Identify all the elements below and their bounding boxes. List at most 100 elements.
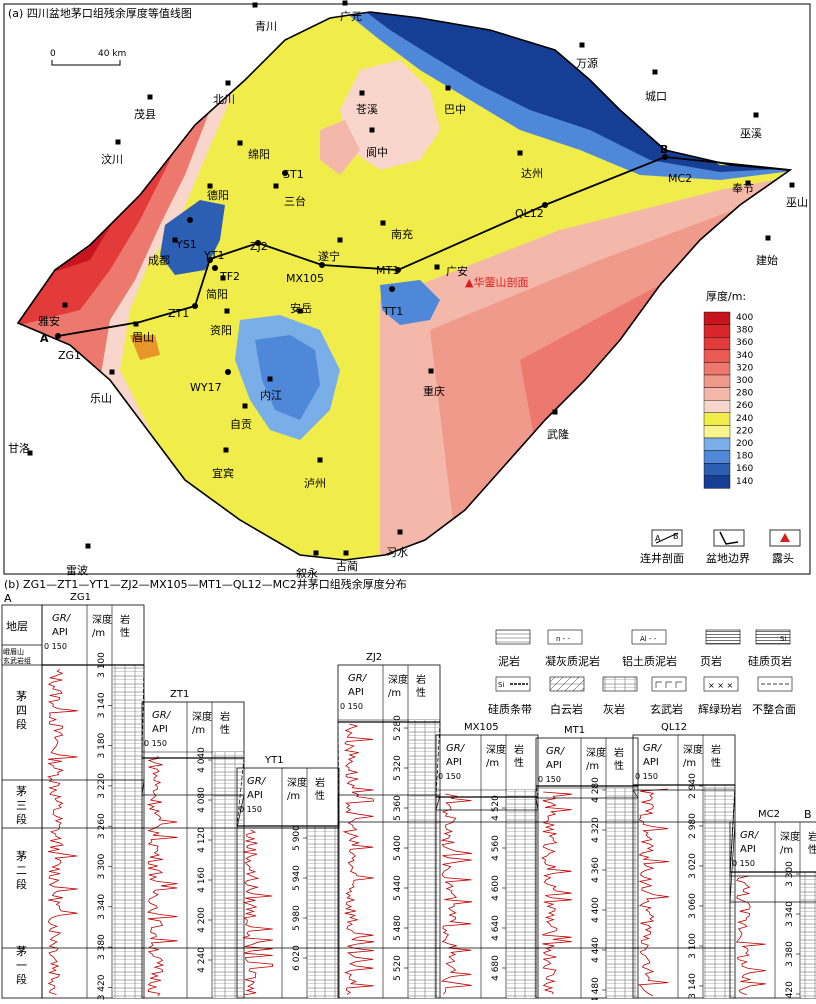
lithology-fill [704, 785, 734, 998]
correlation-line [236, 757, 245, 827]
col-api-header: API [446, 757, 462, 768]
col-lith-header: 岩性 [120, 613, 130, 639]
city-marker [369, 127, 375, 133]
formation-mao2: 茅二段 [16, 850, 27, 891]
well-label: ST1 [283, 168, 304, 181]
city-label: 成都 [148, 254, 170, 267]
well-column: QL12 GR/API 0 150 深度/m 岩性 2 940 2 980 3 020 3 06… [632, 722, 736, 999]
svg-text:B: B [673, 532, 679, 541]
col-gr-header: GR/ [152, 710, 172, 721]
col-lith-header: 岩性 [808, 830, 816, 856]
well-label: MX105 [286, 272, 324, 285]
lith-label: 玄武岩 [650, 702, 683, 716]
section-title: (b) ZG1—ZT1—YT1—ZJ2—MX105—MT1—QL12—MC2井茅… [4, 577, 407, 591]
depth-tick: 4 080 [197, 787, 207, 813]
correlation-line [435, 721, 441, 798]
depth-tick: 4 120 [197, 827, 207, 853]
correlation-line [435, 794, 441, 811]
lith-swatch-symbol: Si [498, 681, 504, 689]
section-line [57, 156, 791, 337]
city-marker [445, 85, 451, 91]
lith-label: 灰岩 [603, 702, 625, 716]
lithology-fill [409, 720, 439, 998]
strat-column: 地层 峨眉山 玄武岩组 茅四段 茅三段 茅二段 茅一段 [1, 604, 43, 999]
well-label: MT1 [376, 264, 399, 277]
scale-bar: 0 40 km [50, 49, 126, 66]
well-label: TT1 [382, 305, 403, 318]
correlation-line [535, 785, 539, 798]
well-label: MC2 [668, 172, 692, 185]
legend-swatch [703, 374, 731, 388]
well-label: ZT1 [168, 307, 189, 320]
correlation-line [337, 821, 340, 829]
gr-curve [440, 793, 473, 995]
correlation-line [535, 797, 539, 811]
city-label: 乐山 [90, 392, 112, 405]
city-label: 苍溪 [356, 103, 378, 116]
depth-tick: 3 140 [688, 973, 698, 999]
well-marker [389, 286, 395, 292]
city-label: 达州 [521, 167, 543, 180]
lith-swatch-symbol: × × × [708, 681, 733, 690]
correlation-line [632, 789, 639, 799]
legend-level: 140 [736, 477, 753, 487]
well-marker [187, 217, 193, 223]
lith-swatch [547, 629, 583, 645]
svg-text:A: A [655, 534, 661, 543]
depth-tick: 3 300 [97, 853, 107, 879]
depth-tick: 5 520 [393, 955, 403, 981]
correlation-line [729, 821, 736, 903]
city-marker [115, 139, 121, 145]
formation-emeishan: 峨眉山 玄武岩组 [3, 647, 31, 665]
city-label: 古蔺 [336, 560, 358, 573]
city-label: 德阳 [207, 188, 229, 202]
lith-label: 凝灰质泥岩 [545, 654, 600, 668]
map-title: (a) 四川盆地茅口组残余厚度等值线图 [8, 6, 192, 20]
lith-swatch [495, 629, 531, 645]
well-layer: ST1 YS1 YT1 ZJ2 TF2 MX105 MT1 ZT1 TT1 WY17 QL12 MC2… [55, 154, 692, 394]
city-marker [223, 447, 229, 453]
city-marker [343, 550, 349, 556]
depth-tick: 4 640 [491, 915, 501, 941]
city-label: 南充 [391, 227, 413, 241]
city-label: 简阳 [206, 287, 228, 301]
depth-tick: 4 240 [197, 947, 207, 973]
legend-swatch [703, 311, 731, 325]
depth-tick: 5 320 [393, 755, 403, 781]
city-label: 广元 [340, 10, 362, 23]
city-marker [220, 275, 226, 281]
col-api-header: API [546, 760, 562, 771]
city-label: 广安 [446, 264, 468, 278]
depth-tick: 3 020 [688, 853, 698, 879]
legend-swatch [703, 463, 731, 477]
col-gr-header: GR/ [643, 743, 663, 754]
col-api-header: API [348, 687, 364, 698]
legend-level: 400 [736, 313, 753, 323]
lithology-fill [607, 788, 637, 998]
depth-tick: 4 480 [591, 977, 601, 1000]
city-marker [765, 235, 771, 241]
scale-label: 40 km [98, 49, 126, 59]
depth-tick: 4 360 [591, 857, 601, 883]
legend-level: 200 [736, 439, 753, 449]
lithology-fill [801, 872, 816, 998]
well-label: YT1 [203, 249, 224, 262]
city-label: 三台 [284, 194, 306, 208]
city-marker [552, 409, 558, 415]
legend-level: 380 [736, 326, 753, 336]
well-column-name: MX105 [464, 722, 499, 733]
well-column-name: YT1 [264, 755, 284, 766]
col-api-header: API [740, 844, 756, 855]
correlation-line [337, 794, 340, 829]
col-lith-header: 岩性 [711, 743, 721, 769]
legend-level: 160 [736, 464, 753, 474]
city-marker [242, 403, 248, 409]
well-column-name: ZG1 [70, 592, 91, 603]
legend-swatch [703, 437, 731, 451]
well-label: WY17 [190, 381, 222, 394]
city-marker [397, 529, 403, 535]
city-marker [225, 80, 231, 86]
lith-label: 页岩 [700, 654, 722, 668]
